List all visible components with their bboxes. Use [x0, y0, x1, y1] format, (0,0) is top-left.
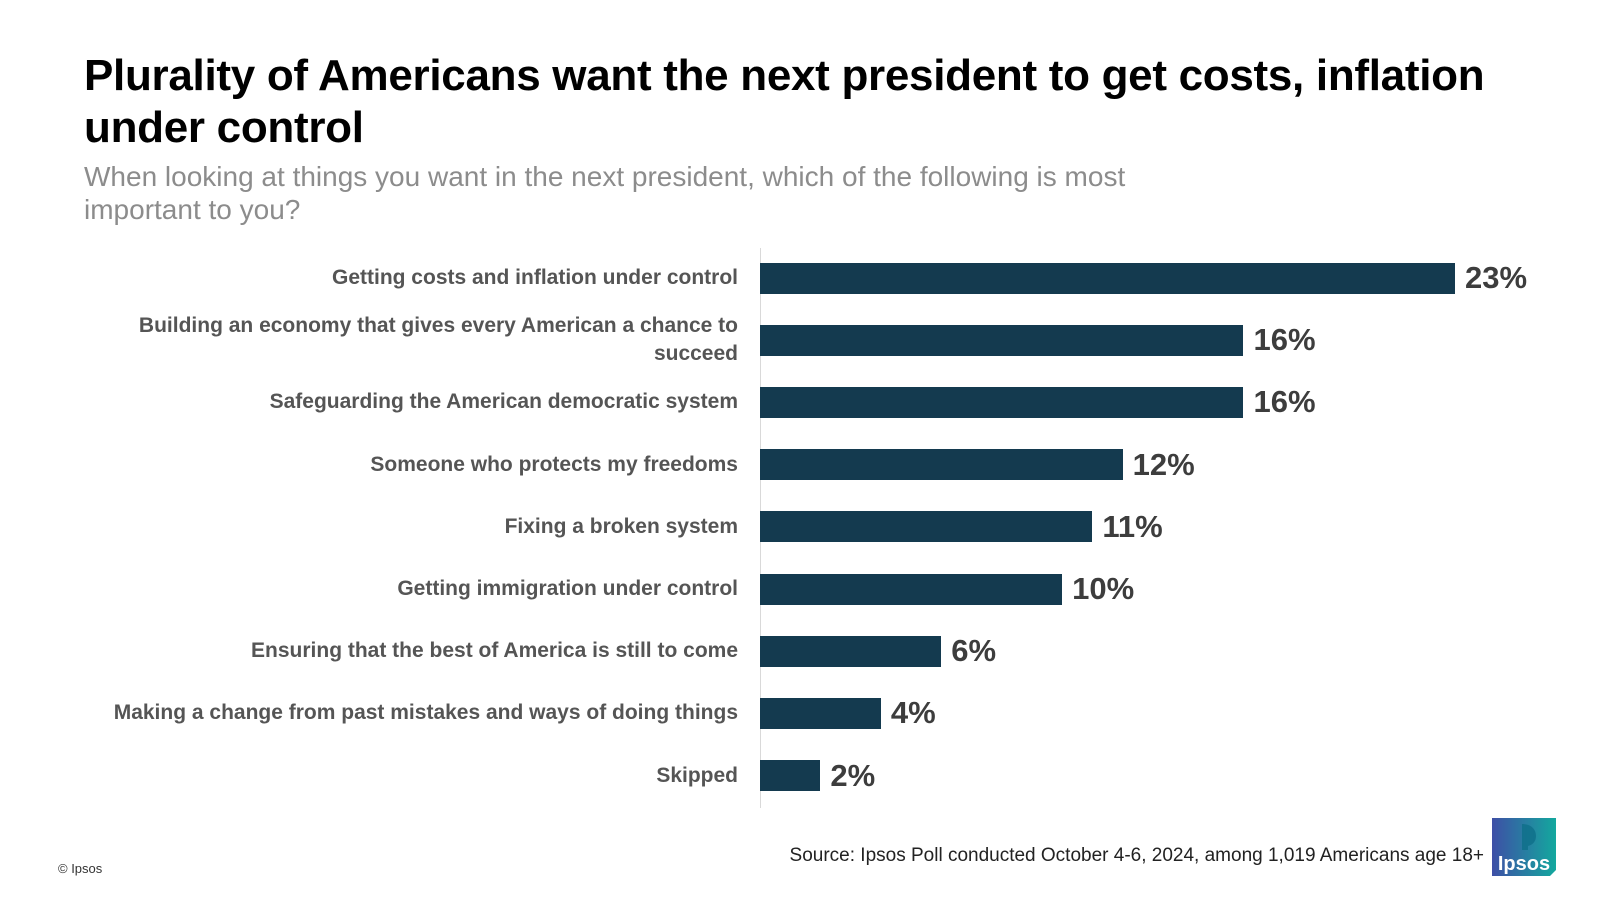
value-label: 10% — [1072, 571, 1135, 606]
bar-2 — [760, 386, 1244, 418]
source-note: Source: Ipsos Poll conducted October 4-6… — [789, 845, 1484, 866]
category-label: Safeguarding the American democratic sys… — [269, 390, 738, 414]
value-label: 2% — [830, 757, 876, 793]
bar-8 — [760, 760, 821, 792]
bar-0 — [760, 262, 1455, 294]
ipsos-logo: Ipsos — [1492, 818, 1556, 876]
category-label: Fixing a broken system — [504, 514, 738, 538]
category-label: Getting immigration under control — [397, 577, 738, 600]
value-label: 16% — [1253, 384, 1316, 420]
value-label: 16% — [1253, 322, 1316, 358]
bar-6 — [760, 635, 942, 667]
bar-7 — [760, 697, 881, 729]
category-label: Skipped — [656, 763, 738, 787]
category-label: Ensuring that the best of America is sti… — [251, 639, 738, 663]
category-label: Getting costs and inflation under contro… — [331, 266, 738, 289]
value-label: 6% — [951, 633, 997, 669]
bar-1 — [760, 324, 1244, 356]
value-label: 4% — [890, 695, 936, 731]
chart-subtitle: When looking at things you want in the n… — [84, 161, 1126, 225]
category-label: Someone who protects my freedoms — [370, 452, 738, 476]
value-label: 11% — [1102, 508, 1163, 544]
bar-5 — [760, 573, 1063, 605]
logo-text: Ipsos — [1498, 853, 1550, 875]
chart-title: Plurality of Americans want the next pre… — [84, 51, 1485, 152]
category-label: Building an economy that gives every Ame… — [138, 314, 738, 366]
bar-4 — [760, 511, 1093, 543]
bar-3 — [760, 449, 1123, 481]
copyright-text: © Ipsos — [58, 861, 103, 876]
category-label: Making a change from past mistakes and w… — [113, 701, 738, 725]
value-label: 12% — [1132, 446, 1195, 482]
value-label: 23% — [1465, 260, 1528, 295]
